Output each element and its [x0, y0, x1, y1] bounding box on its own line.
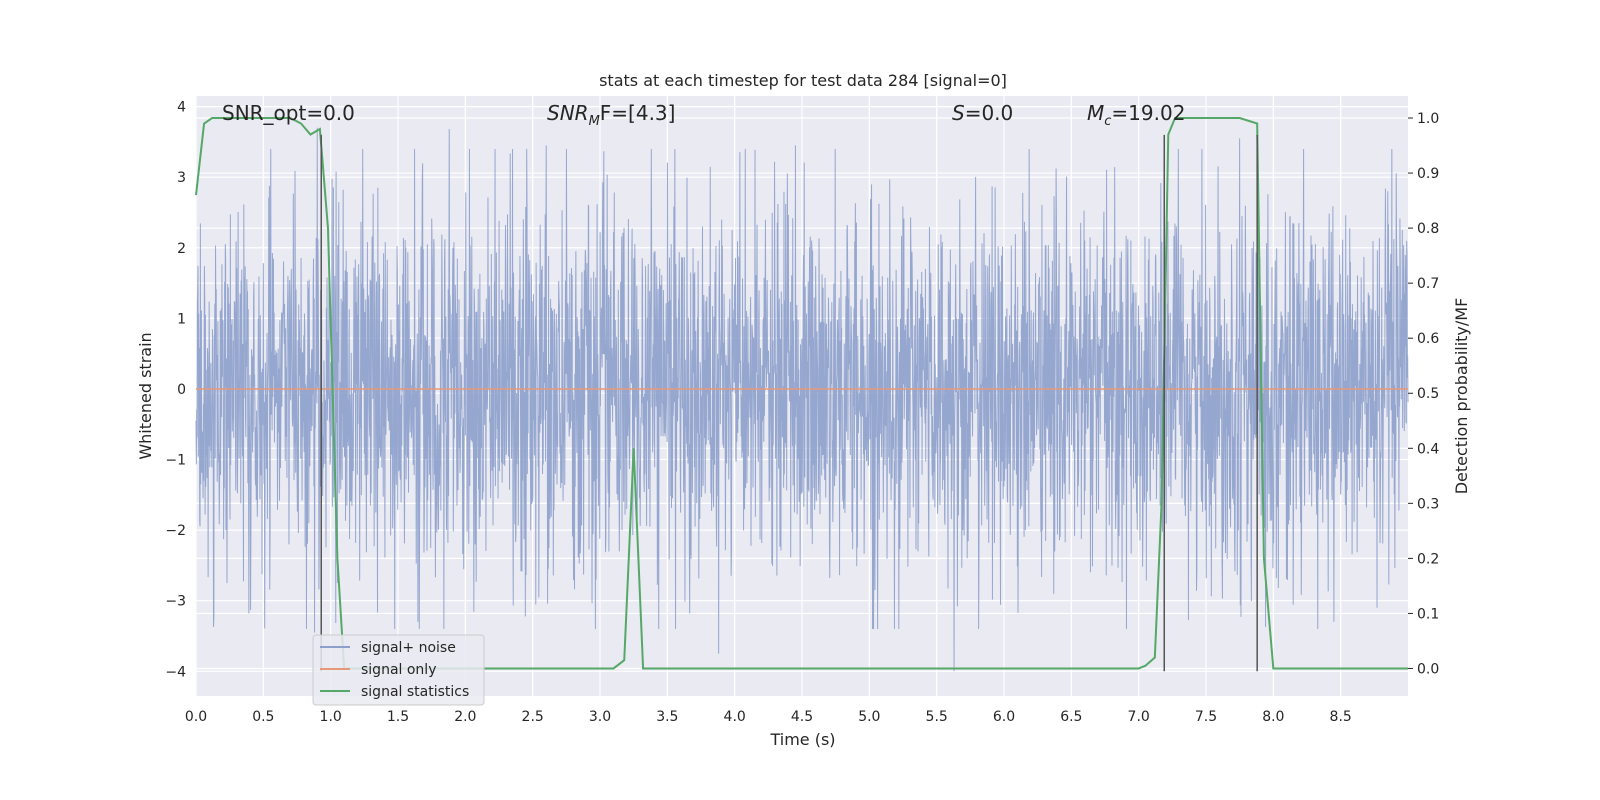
- y2-tick-label: 0.3: [1417, 496, 1439, 512]
- annotation-s-suffix: =0.0: [965, 101, 1014, 125]
- legend-label-signal-statistics: signal statistics: [361, 684, 469, 700]
- x-tick-label: 6.5: [1060, 709, 1082, 725]
- series-layer: [195, 117, 1409, 672]
- x-tick-label: 4.5: [791, 709, 813, 725]
- x-tick-label: 8.5: [1330, 709, 1352, 725]
- y-axis-ticks: 4 3 2 1 0 −1 −2 −3 −4: [165, 100, 186, 681]
- annotation-snr-mf-base: SNR: [547, 101, 589, 125]
- x-tick-label: 8.0: [1262, 709, 1284, 725]
- x-tick-label: 3.0: [589, 709, 611, 725]
- annotation-snr-mf-sub: M: [589, 114, 600, 129]
- annotation-mc: Mc=19.02: [1087, 101, 1185, 129]
- x-tick-label: 1.0: [320, 709, 342, 725]
- legend: signal+ noise signal only signal statist…: [312, 634, 485, 706]
- annotation-s-base: S: [952, 101, 965, 125]
- x-tick-label: 7.5: [1195, 709, 1217, 725]
- legend-label-signal-noise: signal+ noise: [361, 640, 456, 656]
- series-signal-statistics: [195, 117, 1408, 670]
- annotation-mc-base: M: [1087, 101, 1104, 125]
- x-tick-label: 5.0: [858, 709, 880, 725]
- annotation-snr-opt: SNR_opt=0.0: [222, 101, 355, 125]
- x-tick-label: 0.0: [185, 709, 207, 725]
- y-tick-label: 0: [177, 382, 186, 398]
- y-tick-label: −3: [165, 594, 186, 610]
- x-tick-label: 7.0: [1128, 709, 1150, 725]
- legend-label-signal-only: signal only: [361, 662, 436, 678]
- annotation-snr-mf: SNRMF=[4.3]: [547, 101, 675, 129]
- y2-tick-label: 0.7: [1417, 276, 1439, 292]
- annotation-s: S=0.0: [952, 101, 1013, 125]
- y-tick-label: −4: [165, 664, 186, 680]
- y-tick-label: 3: [177, 170, 186, 186]
- x-tick-label: 0.5: [252, 709, 274, 725]
- y2-axis-ticks: 1.0 0.9 0.8 0.7 0.6 0.5 0.4 0.3 0.2 0.1 0.0: [1408, 111, 1439, 677]
- y2-tick-label: 0.1: [1417, 606, 1439, 622]
- series-signal-noise: [195, 127, 1409, 672]
- x-axis-title: Time (s): [769, 730, 835, 749]
- x-axis-ticks: 0.0 0.5 1.0 1.5 2.0 2.5 3.0 3.5 4.0 4.5 5.0 5.5 6.0 6…: [185, 709, 1352, 725]
- legend-box: [312, 634, 485, 706]
- y2-tick-label: 0.5: [1417, 386, 1439, 402]
- y2-tick-label: 0.9: [1417, 166, 1439, 182]
- x-tick-label: 2.5: [522, 709, 544, 725]
- y2-tick-label: 1.0: [1417, 111, 1439, 127]
- y-axis-title: Whitened strain: [136, 332, 155, 459]
- y-tick-label: 4: [177, 100, 186, 116]
- y2-tick-label: 0.0: [1417, 661, 1439, 677]
- y2-tick-label: 0.8: [1417, 221, 1439, 237]
- x-tick-label: 3.5: [656, 709, 678, 725]
- y-tick-label: 1: [177, 311, 186, 327]
- x-tick-label: 6.0: [993, 709, 1015, 725]
- annotation-mc-sub: c: [1104, 114, 1111, 129]
- x-tick-label: 5.5: [926, 709, 948, 725]
- chart-title: stats at each timestep for test data 284…: [599, 71, 1007, 90]
- x-tick-label: 2.0: [454, 709, 476, 725]
- y-tick-label: 2: [177, 241, 186, 257]
- vertical-markers: [320, 134, 1258, 672]
- annotation-snr-mf-suffix: F=[4.3]: [600, 101, 676, 125]
- annotation-mc-suffix: =19.02: [1111, 101, 1185, 125]
- y2-tick-label: 0.6: [1417, 331, 1439, 347]
- y-tick-label: −1: [165, 453, 186, 469]
- x-tick-label: 4.0: [724, 709, 746, 725]
- y-tick-label: −2: [165, 523, 186, 539]
- x-tick-label: 1.5: [387, 709, 409, 725]
- y2-axis-title: Detection probability/MF: [1452, 298, 1471, 495]
- y2-tick-label: 0.4: [1417, 441, 1439, 457]
- y2-tick-label: 0.2: [1417, 551, 1439, 567]
